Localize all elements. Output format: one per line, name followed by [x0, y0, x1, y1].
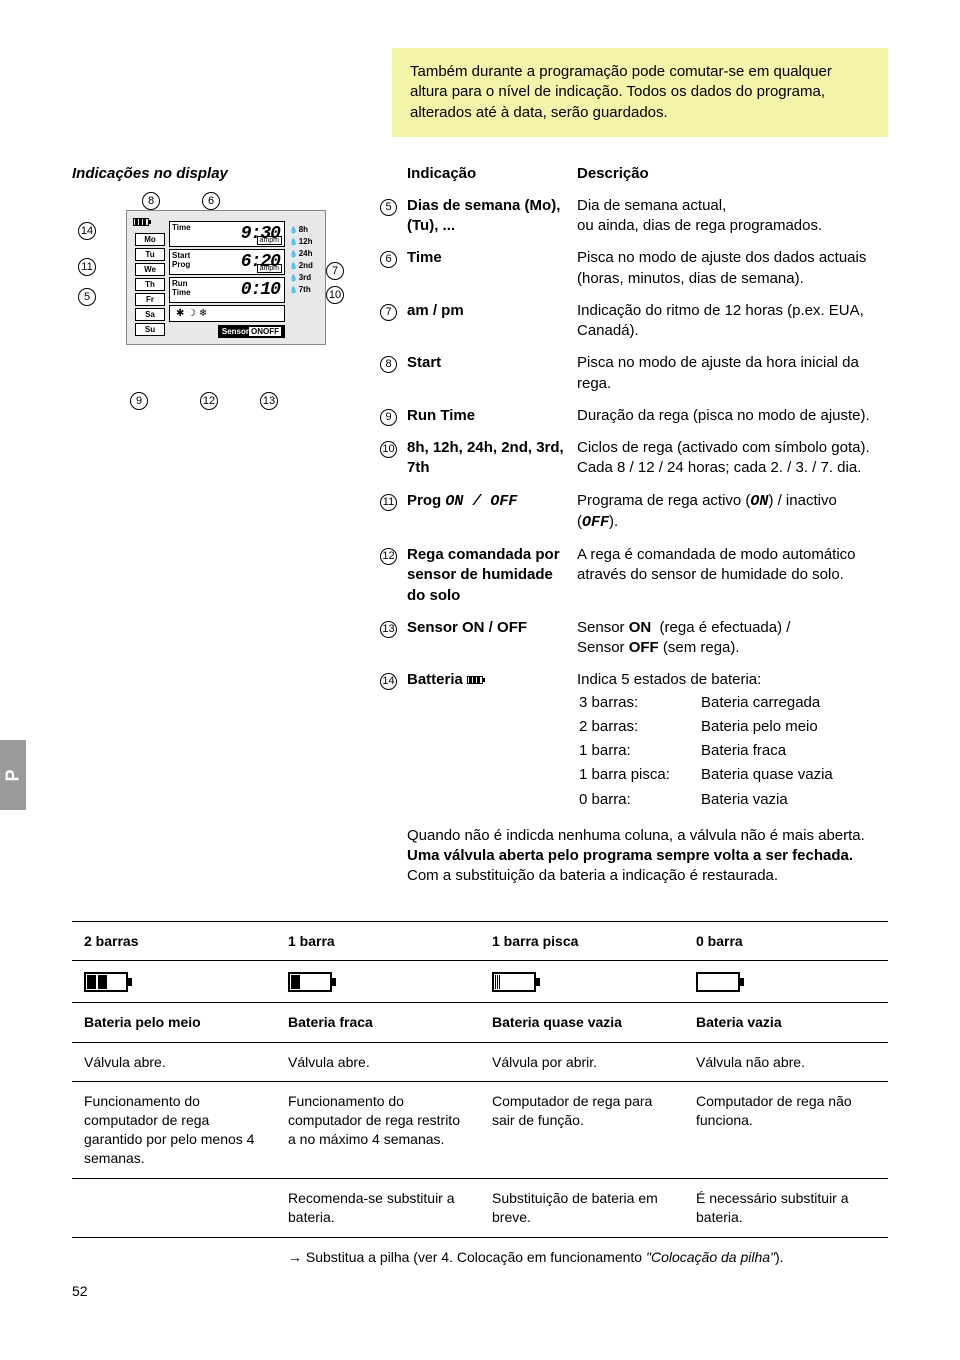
row-num: 13	[380, 621, 397, 638]
row-desc: Indica 5 estados de bateria: 3 barras:Ba…	[577, 664, 888, 820]
row-num: 14	[380, 673, 397, 690]
row-label: 8h, 12h, 24h, 2nd, 3rd, 7th	[407, 432, 577, 485]
row-desc: A rega é comandada de modo automático at…	[577, 539, 888, 612]
row-num: 6	[380, 251, 397, 268]
callout-11: 11	[78, 258, 96, 276]
batt-func: Computador de rega para sair de função.	[480, 1082, 684, 1179]
display-heading: Indicações no display	[72, 165, 352, 182]
batt-rec: Substituição de bateria em breve.	[480, 1179, 684, 1238]
batt-header: 2 barras	[72, 921, 276, 961]
batt-valve: Válvula abre.	[276, 1042, 480, 1082]
callout-10: 10	[326, 286, 344, 304]
row-num: 12	[380, 548, 397, 565]
lcd-ampm: ampm	[257, 236, 282, 245]
callout-9: 9	[130, 392, 148, 410]
batt-valve: Válvula abre.	[72, 1042, 276, 1082]
lcd-time-label: Time	[172, 223, 191, 232]
display-figure: Indicações no display 8 6 14 11 5 7 10 9…	[72, 165, 352, 359]
row-num: 11	[380, 494, 397, 511]
lcd-day: Tu	[135, 248, 165, 261]
callout-13: 13	[260, 392, 278, 410]
lcd-icons-row: ✱ ☽ ❄	[169, 305, 285, 322]
callout-7: 7	[326, 262, 344, 280]
batt-func: Funcionamento do computador de rega rest…	[276, 1082, 480, 1179]
row-label: am / pm	[407, 295, 577, 348]
row-desc: Sensor ON (rega é efectuada) /Sensor OFF…	[577, 612, 888, 665]
battery-1bar-icon	[288, 972, 332, 992]
after-text: Quando não é indicda nenhuma coluna, a v…	[407, 820, 888, 893]
batt-rec: É necessário substituir a bateria.	[684, 1179, 888, 1238]
lcd-start-label: Start	[172, 251, 190, 260]
row-label: Time	[407, 242, 577, 295]
row-label: Prog ON / OFF	[407, 485, 577, 540]
col-indicacao: Indicação	[407, 165, 577, 190]
batt-state: Bateria quase vazia	[480, 1002, 684, 1042]
batt-state: Bateria fraca	[276, 1002, 480, 1042]
row-label: Run Time	[407, 400, 577, 432]
row-num: 10	[380, 441, 397, 458]
lcd-sensor: SensorONOFF	[218, 325, 285, 338]
page-number: 52	[72, 1283, 88, 1299]
callout-6: 6	[202, 192, 220, 210]
lcd-day: Th	[135, 278, 165, 291]
batt-rec: Recomenda-se substituir a bateria.	[276, 1179, 480, 1238]
lcd-run-label: Run Time	[172, 279, 191, 297]
note-box: Também durante a programação pode comuta…	[392, 48, 888, 137]
row-desc: Pisca no modo de ajuste da hora inicial …	[577, 347, 888, 400]
lcd-days: Mo Tu We Th Fr Sa Su	[135, 233, 165, 336]
row-num: 9	[380, 409, 397, 426]
lcd-day: Su	[135, 323, 165, 336]
lcd-day: Sa	[135, 308, 165, 321]
side-tab: P	[0, 740, 26, 810]
row-num: 5	[380, 199, 397, 216]
row-label: Rega comandada por sensor de humidade do…	[407, 539, 577, 612]
row-num: 7	[380, 304, 397, 321]
batt-func: Computador de rega não funciona.	[684, 1082, 888, 1179]
indication-table: Indicação Descrição 5 Dias de semana (Mo…	[380, 165, 888, 893]
battery-2bars-icon	[84, 972, 128, 992]
batt-header: 1 barra	[276, 921, 480, 961]
batt-rec	[72, 1179, 276, 1238]
lcd-day: We	[135, 263, 165, 276]
row-desc: Duração da rega (pisca no modo de ajuste…	[577, 400, 888, 432]
row-desc: Dia de semana actual, ou ainda, dias de …	[577, 190, 888, 243]
battery-1bar-blink-icon	[492, 972, 536, 992]
lcd-day: Mo	[135, 233, 165, 246]
batt-state: Bateria pelo meio	[72, 1002, 276, 1042]
col-descricao: Descrição	[577, 165, 888, 190]
lcd-ampm2: ampm	[257, 264, 282, 273]
row-label: Sensor ON / OFF	[407, 612, 577, 665]
callout-8: 8	[142, 192, 160, 210]
lcd-prog-label: Prog	[172, 260, 190, 269]
row-desc: Indicação do ritmo de 12 horas (p.ex. EU…	[577, 295, 888, 348]
battery-0bar-icon	[696, 972, 740, 992]
row-desc: Programa de rega activo (ON) / inactivo …	[577, 485, 888, 540]
battery-table: 2 barras 1 barra 1 barra pisca 0 barra B…	[72, 921, 888, 1277]
batt-footer: → Substitua a pilha (ver 4. Colocação em…	[276, 1237, 888, 1276]
batt-func: Funcionamento do computador de rega gara…	[72, 1082, 276, 1179]
row-desc: Pisca no modo de ajuste dos dados actuai…	[577, 242, 888, 295]
callout-14: 14	[78, 222, 96, 240]
lcd-day: Fr	[135, 293, 165, 306]
row-label: Batteria	[407, 664, 577, 820]
row-label: Start	[407, 347, 577, 400]
lcd-right-col: 8h 12h 24h 2nd 3rd 7th	[289, 219, 317, 336]
battery-states-list: 3 barras:Bateria carregada 2 barras:Bate…	[577, 691, 835, 814]
battery-small-icon	[133, 218, 149, 226]
batt-valve: Válvula não abre.	[684, 1042, 888, 1082]
batt-valve: Válvula por abrir.	[480, 1042, 684, 1082]
callout-5: 5	[78, 288, 96, 306]
callout-12: 12	[200, 392, 218, 410]
battery-icon	[467, 676, 483, 684]
batt-header: 1 barra pisca	[480, 921, 684, 961]
batt-header: 0 barra	[684, 921, 888, 961]
batt-state: Bateria vazia	[684, 1002, 888, 1042]
row-desc: Ciclos de rega (activado com símbolo got…	[577, 432, 888, 485]
row-num: 8	[380, 356, 397, 373]
row-label: Dias de semana (Mo),(Tu), ...	[407, 190, 577, 243]
